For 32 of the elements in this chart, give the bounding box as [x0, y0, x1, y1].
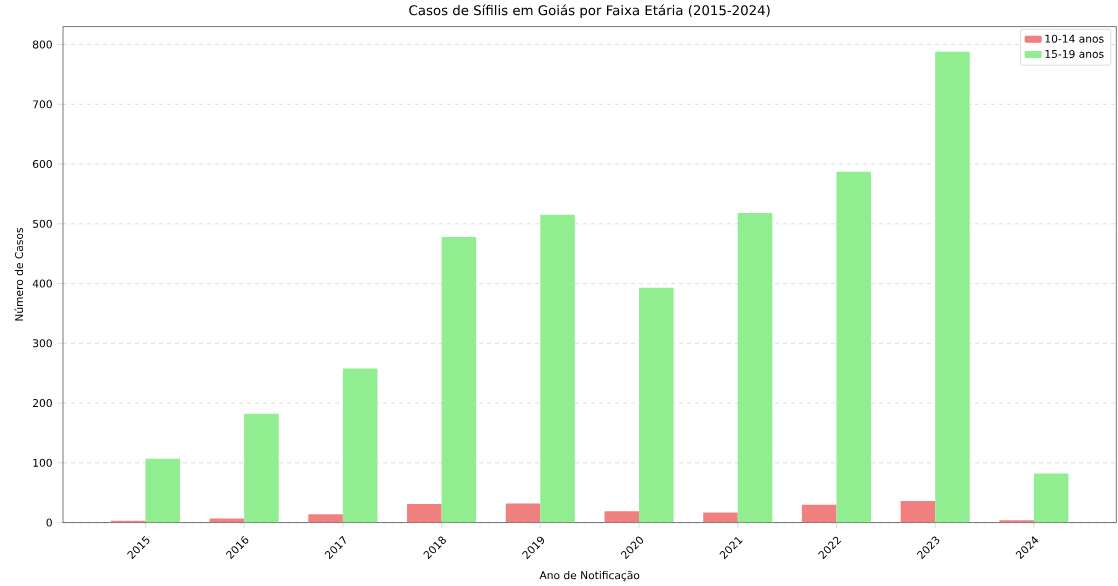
y-tick-label: 400 — [32, 279, 52, 288]
y-tick-label: 0 — [46, 518, 52, 527]
legend-label: 15-19 anos — [1045, 50, 1104, 59]
bar — [145, 458, 180, 523]
bar — [703, 512, 738, 523]
y-tick-label: 500 — [33, 219, 52, 228]
y-tick-label: 300 — [33, 339, 52, 348]
y-tick-label: 200 — [33, 399, 52, 408]
y-tick-label: 100 — [33, 458, 52, 468]
x-axis-title: Ano de Notificação — [539, 571, 640, 582]
bar — [1033, 473, 1069, 523]
bar — [935, 51, 970, 523]
y-axis-title: Número de Casos — [14, 228, 24, 321]
bar — [244, 414, 279, 523]
bar — [505, 503, 541, 523]
bar — [209, 518, 245, 523]
bar — [604, 511, 640, 523]
y-tick-label: 600 — [32, 160, 52, 169]
bar — [737, 213, 773, 523]
bar — [441, 237, 477, 523]
y-tick-label: 700 — [33, 100, 52, 109]
bar — [836, 171, 872, 523]
bar — [407, 504, 442, 523]
bar — [801, 504, 837, 523]
bar — [342, 368, 378, 523]
legend-label: 10-14 anos — [1045, 34, 1104, 43]
bar — [900, 501, 936, 523]
bar — [639, 287, 674, 523]
chart-title: Casos de Sífilis em Goiás por Faixa Etária (2015-2024) — [409, 4, 770, 19]
y-tick-label: 800 — [32, 40, 52, 49]
bar — [540, 215, 575, 523]
bar — [308, 514, 343, 523]
